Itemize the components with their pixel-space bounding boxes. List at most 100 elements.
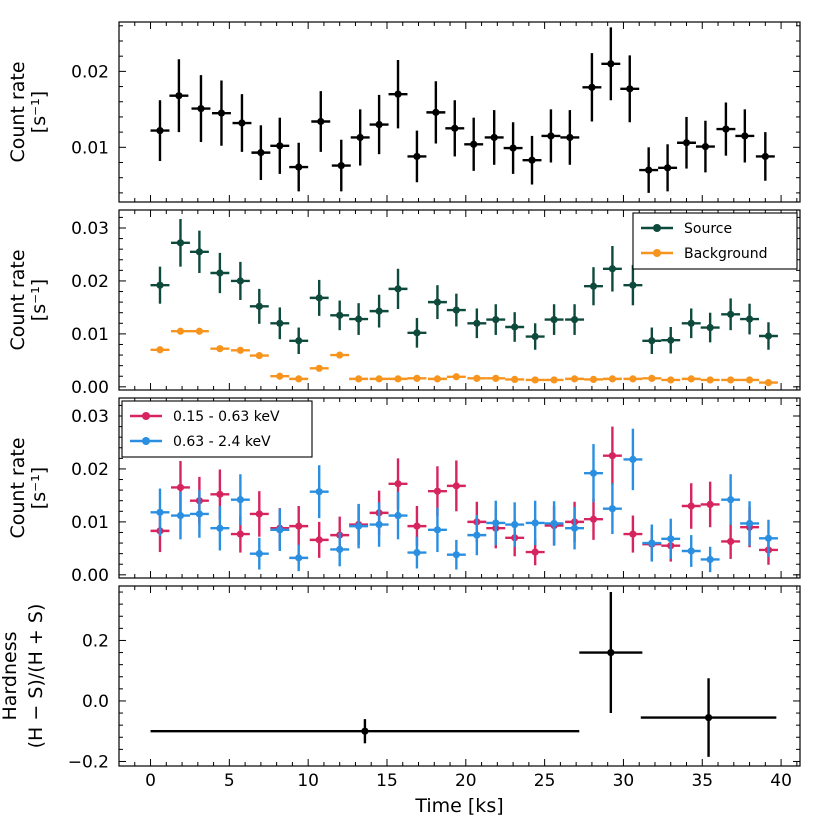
data-point [608, 265, 617, 273]
legend: Source Background [632, 212, 798, 270]
data-point [195, 327, 203, 335]
data-point [589, 282, 598, 290]
series-total [150, 27, 775, 193]
y-axis-label-units: [s⁻¹] [28, 279, 50, 321]
y-axis-label-units: (H − S)/(H + S) [25, 604, 47, 749]
data-point [394, 480, 402, 488]
legend-swatch-marker [142, 437, 150, 445]
y-axis-label: Count rate [7, 249, 29, 350]
data-point [236, 530, 244, 538]
data-point [745, 519, 754, 528]
data-point [355, 315, 363, 323]
data-point [336, 351, 344, 359]
data-point [667, 376, 675, 384]
data-point [492, 374, 500, 382]
data-point [701, 142, 710, 151]
y-tick-label: 0.03 [71, 219, 109, 239]
x-tick-label: 25 [534, 771, 556, 791]
y-tick-label: 0.02 [71, 272, 109, 292]
data-point [336, 545, 344, 554]
data-point [433, 298, 442, 306]
y-axis-label-units: [s⁻¹] [28, 467, 50, 509]
x-tick-label: 20 [455, 771, 477, 791]
data-point [550, 315, 558, 324]
data-point [531, 376, 539, 384]
y-tick-label: 0.01 [71, 138, 109, 158]
data-point [547, 132, 555, 140]
series-hardness-ratio [150, 592, 777, 757]
data-point [156, 346, 164, 354]
data-point [216, 490, 224, 498]
axes-frame [118, 585, 801, 767]
data-point [195, 510, 203, 518]
data-point [629, 281, 637, 289]
data-point [236, 277, 244, 285]
data-point [608, 375, 617, 383]
data-point [490, 133, 498, 142]
data-point [255, 510, 263, 518]
data-point [566, 133, 574, 142]
y-axis-label-units: [s⁻¹] [28, 91, 50, 133]
axes-frame [118, 397, 801, 579]
data-point [156, 281, 164, 289]
data-point [531, 332, 539, 341]
legend-frame [121, 400, 313, 458]
x-axis-label: Time [ks] [414, 795, 503, 817]
data-point [394, 375, 402, 383]
data-point [473, 319, 481, 327]
data-point [589, 375, 598, 384]
data-point [667, 336, 675, 344]
panel-total-rate: 0.01 0.02 Count rate [s⁻¹] [7, 21, 801, 203]
data-point [706, 376, 714, 384]
data-point [295, 163, 303, 171]
y-axis-label: Hardness [0, 632, 21, 721]
data-point [295, 337, 303, 345]
data-point [255, 550, 263, 558]
legend-label: Background [684, 246, 768, 262]
data-point [648, 337, 656, 345]
data-point [687, 375, 695, 383]
legend-label: 0.63 - 2.4 keV [173, 434, 271, 450]
y-axis-label: Count rate [7, 61, 29, 162]
data-point [238, 119, 246, 127]
data-point [607, 60, 615, 68]
data-point [509, 144, 517, 152]
data-point [413, 548, 421, 557]
data-point [629, 530, 637, 538]
data-point [550, 519, 558, 528]
legend-label: 0.15 - 0.63 keV [173, 409, 280, 425]
data-point [570, 375, 579, 383]
data-point [176, 511, 185, 520]
data-point [608, 452, 617, 460]
y-tick-label: 0.01 [71, 325, 109, 345]
data-point [648, 374, 656, 382]
data-point [570, 524, 579, 532]
data-point [588, 83, 596, 91]
data-point [315, 364, 323, 372]
y-tick-label: 0.00 [71, 378, 109, 398]
x-tick-label: 30 [613, 771, 635, 791]
y-tick-label: 0.2 [82, 631, 109, 651]
x-tick-label: 15 [376, 771, 398, 791]
data-point [394, 285, 402, 293]
data-point [255, 302, 263, 310]
x-tick-label: 40 [770, 771, 792, 791]
data-point [531, 519, 539, 527]
data-point [295, 375, 303, 383]
axes-frame [118, 21, 801, 203]
data-point [473, 374, 481, 382]
data-point [452, 306, 460, 314]
data-point [607, 648, 615, 657]
data-point [355, 522, 363, 530]
data-point [336, 311, 344, 319]
data-point [255, 351, 263, 360]
data-point [451, 124, 459, 132]
data-point [706, 500, 714, 509]
data-point [764, 534, 773, 542]
data-point [727, 376, 735, 384]
data-point [589, 515, 598, 523]
data-point [745, 315, 754, 323]
data-point [276, 319, 284, 327]
data-point [745, 376, 754, 384]
